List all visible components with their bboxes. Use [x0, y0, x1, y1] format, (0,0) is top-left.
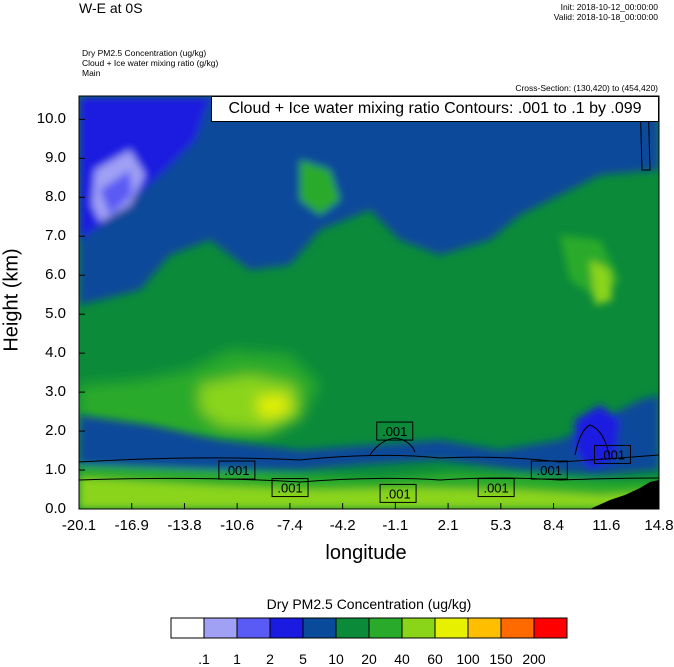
x-tick-label: -13.8: [167, 517, 202, 534]
field-main: Main: [82, 68, 101, 78]
field-region-60-100-surface: [79, 478, 659, 509]
x-tick-label: -4.2: [329, 517, 356, 534]
colorbar-swatch: [500, 617, 535, 639]
y-tick-label: 0.0: [45, 500, 66, 517]
cross-section-label: Cross-Section: (130,420) to (454,420): [515, 83, 658, 93]
field-pm25: Dry PM2.5 Concentration (ug/kg): [82, 48, 207, 58]
x-tick-label: -16.9: [114, 517, 149, 534]
y-tick-label: 7.0: [45, 227, 66, 245]
field-cloud-ice: Cloud + Ice water mixing ratio (g/kg): [82, 58, 219, 68]
colorbar-swatch: [434, 617, 469, 639]
contour-label-box: [477, 478, 515, 498]
contour-label: .001: [600, 447, 625, 462]
x-tick-label: 2.1: [437, 517, 459, 534]
colorbar-title: Dry PM2.5 Concentration (ug/kg): [266, 596, 472, 612]
colorbar-swatch: [203, 617, 238, 639]
terrain: [590, 480, 659, 509]
contour-label: .001: [277, 481, 302, 496]
cloud-contours: [79, 96, 659, 483]
colorbar-tick-label: 40: [394, 651, 410, 667]
y-tick-label: 9.0: [45, 149, 66, 167]
contour-label: .001: [483, 481, 508, 496]
y-tick-label: 8.0: [45, 188, 66, 206]
contour-label-box: [376, 421, 414, 441]
colorbar-swatch: [368, 617, 403, 639]
colorbar-tick-label: 5: [299, 651, 307, 667]
contour-label: .001: [382, 424, 407, 439]
colorbar-tick-label: 60: [427, 651, 443, 667]
x-tick-label: 14.8: [644, 517, 674, 534]
field-region-10-20-upper: [79, 96, 659, 305]
field-region-2-5-left: [100, 170, 132, 215]
y-tick-label: 1.0: [45, 461, 66, 479]
field-region-40-60-upper: [300, 160, 340, 215]
x-axis-label: longitude: [325, 542, 407, 564]
colorbar-swatch: [269, 617, 304, 639]
field-region-10-20-lower: [79, 395, 659, 475]
colorbar-tick-label: .1: [198, 651, 210, 667]
contour-label-box: [593, 444, 631, 464]
x-tick-label: 8.4: [543, 517, 564, 534]
colorbar-tick-label: 200: [522, 651, 546, 667]
x-tick-label: 5.3: [490, 517, 512, 534]
valid-time: Valid: 2018-10-18_00:00:00: [553, 12, 658, 22]
field-region-100-150-mid: [255, 395, 290, 418]
y-tick-label: 3.0: [45, 383, 66, 401]
contour-labels-group: .001 .001 .001 .001 .001 .001 .001: [218, 421, 631, 503]
field-descriptions: Dry PM2.5 Concentration (ug/kg) Cloud + …: [82, 48, 218, 78]
colorbar: [170, 617, 568, 639]
contour-label-box: [530, 460, 568, 480]
colorbar-tick-label: 10: [328, 651, 344, 667]
y-tick-label: 10.0: [36, 110, 66, 128]
y-tick-label: 4.0: [45, 344, 66, 362]
x-tick-label: -1.1: [382, 517, 409, 534]
colorbar-swatch: [302, 617, 337, 639]
colorbar-swatch: [401, 617, 436, 639]
contour-label: .001: [385, 486, 410, 501]
y-tick-label: 6.0: [45, 266, 66, 284]
contour-info-box: Cloud + Ice water mixing ratio Contours:…: [211, 96, 659, 122]
contour-label: .001: [537, 463, 562, 478]
y-tick-label: 2.0: [45, 422, 66, 440]
y-tick-label: 5.0: [45, 305, 66, 323]
colorbar-swatch: [533, 617, 568, 639]
field-region-60-100-right: [590, 260, 612, 305]
x-tick-marks: [78, 503, 660, 509]
y-tick-marks: [79, 118, 85, 510]
colorbar-tick-label: 150: [489, 651, 513, 667]
x-tick-label: -20.1: [61, 517, 97, 534]
page-title: W-E at 0S: [79, 0, 143, 16]
field-region-60-100-mid: [200, 375, 300, 430]
colorbar-tick-label: 2: [266, 651, 274, 667]
x-tick-label: -10.6: [220, 517, 255, 534]
concentration-field: [79, 96, 659, 509]
contour-label: .001: [224, 463, 249, 478]
contour-info-text: Cloud + Ice water mixing ratio Contours:…: [228, 100, 642, 117]
contour-label-box: [271, 478, 309, 498]
colorbar-swatch: [170, 617, 205, 639]
contour-label-box: [379, 483, 417, 503]
y-axis-label: Height (km): [0, 248, 23, 352]
x-tick-label: -7.4: [276, 517, 303, 534]
x-tick-label: 11.6: [592, 517, 621, 534]
colorbar-tick-label: 20: [361, 651, 377, 667]
colorbar-swatch: [467, 617, 502, 639]
init-time: Init: 2018-10-12_00:00:00: [560, 2, 658, 12]
colorbar-swatch: [236, 617, 271, 639]
contour-label-box: [218, 460, 256, 480]
init-valid-times: Init: 2018-10-12_00:00:00 Valid: 2018-10…: [554, 2, 658, 22]
colorbar-tick-label: 1: [233, 651, 241, 667]
colorbar-swatch: [335, 617, 370, 639]
colorbar-tick-label: 100: [456, 651, 480, 667]
